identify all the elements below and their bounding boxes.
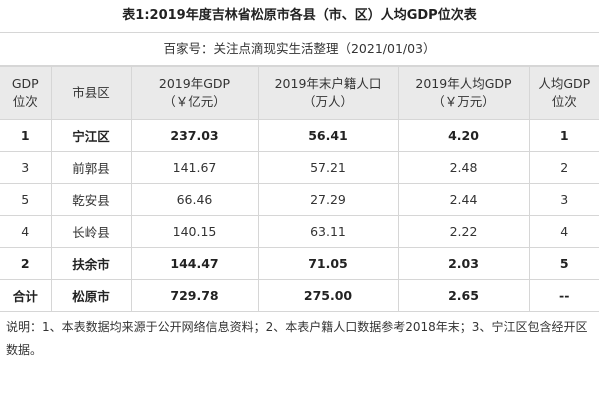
cell-population: 27.29 (257, 183, 399, 216)
column-header-per-capita-gdp: 2019年人均GDP （￥万元） (397, 66, 530, 120)
column-header-line: 2019年人均GDP (415, 76, 512, 91)
column-header-gdp-rank: GDP 位次 (0, 66, 52, 120)
cell-gdp-rank: 1 (0, 119, 52, 152)
cell-gdp: 729.78 (130, 279, 259, 312)
cell-gdp-rank: 3 (0, 151, 52, 184)
cell-gdp: 141.67 (130, 151, 259, 184)
column-header-line: GDP (11, 76, 39, 91)
cell-region-name: 前郭县 (50, 151, 132, 184)
cell-per-capita-rank: 4 (528, 215, 599, 248)
column-header-region: 市县区 (50, 66, 132, 120)
cell-gdp-rank: 2 (0, 247, 52, 280)
cell-total-label: 合计 (0, 279, 52, 312)
cell-population: 63.11 (257, 215, 399, 248)
table-subtitle: 百家号：关注点滴现实生活整理（2021/01/03） (0, 33, 599, 66)
cell-per-capita-gdp: 2.03 (397, 247, 530, 280)
column-header-population: 2019年末户籍人口 （万人） (257, 66, 399, 120)
column-header-gdp: 2019年GDP （￥亿元） (130, 66, 259, 120)
column-header-per-capita-rank: 人均GDP 位次 (528, 66, 599, 120)
column-header-line: 人均GDP (538, 76, 591, 91)
cell-region-name: 宁江区 (50, 119, 132, 152)
column-header-line: （￥万元） (432, 94, 495, 109)
cell-per-capita-rank: 1 (528, 119, 599, 152)
cell-per-capita-rank: 5 (528, 247, 599, 280)
total-row: 合计 松原市 729.78 275.00 2.65 -- (0, 279, 599, 312)
table-row: 3 前郭县 141.67 57.21 2.48 2 (0, 151, 599, 184)
gdp-ranking-table: GDP 位次 市县区 2019年GDP （￥亿元） 2019年末户籍人口 （万人… (0, 66, 599, 312)
column-header-line: 位次 (551, 94, 577, 109)
column-header-line: （万人） (302, 94, 353, 109)
cell-per-capita-gdp: 4.20 (397, 119, 530, 152)
column-header-line: 2019年末户籍人口 (274, 76, 382, 91)
column-header-line: 2019年GDP (158, 76, 231, 91)
table-row: 4 长岭县 140.15 63.11 2.22 4 (0, 215, 599, 248)
cell-gdp-rank: 5 (0, 183, 52, 216)
cell-per-capita-rank: 2 (528, 151, 599, 184)
cell-population: 71.05 (257, 247, 399, 280)
header-row: GDP 位次 市县区 2019年GDP （￥亿元） 2019年末户籍人口 （万人… (0, 66, 599, 120)
cell-population: 56.41 (257, 119, 399, 152)
cell-region-name: 乾安县 (50, 183, 132, 216)
cell-gdp: 237.03 (130, 119, 259, 152)
table-row: 5 乾安县 66.46 27.29 2.44 3 (0, 183, 599, 216)
cell-gdp: 140.15 (130, 215, 259, 248)
cell-region-name: 松原市 (50, 279, 132, 312)
cell-per-capita-gdp: 2.65 (397, 279, 530, 312)
cell-population: 275.00 (257, 279, 399, 312)
cell-gdp: 144.47 (130, 247, 259, 280)
cell-per-capita-gdp: 2.44 (397, 183, 530, 216)
cell-region-name: 长岭县 (50, 215, 132, 248)
cell-gdp-rank: 4 (0, 215, 52, 248)
cell-per-capita-gdp: 2.48 (397, 151, 530, 184)
column-header-line: （￥亿元） (163, 94, 226, 109)
table-footnote: 说明：1、本表数据均来源于公开网络信息资料；2、本表户籍人口数据参考2018年末… (6, 320, 588, 357)
cell-region-name: 扶余市 (50, 247, 132, 280)
cell-population: 57.21 (257, 151, 399, 184)
cell-per-capita-rank: -- (528, 279, 599, 312)
cell-per-capita-gdp: 2.22 (397, 215, 530, 248)
column-header-line: 市县区 (72, 85, 110, 100)
table-title: 表1:2019年度吉林省松原市各县（市、区）人均GDP位次表 (0, 0, 599, 33)
column-header-line: 位次 (12, 94, 38, 109)
cell-gdp: 66.46 (130, 183, 259, 216)
table-row: 1 宁江区 237.03 56.41 4.20 1 (0, 119, 599, 152)
cell-per-capita-rank: 3 (528, 183, 599, 216)
table-row: 2 扶余市 144.47 71.05 2.03 5 (0, 247, 599, 280)
